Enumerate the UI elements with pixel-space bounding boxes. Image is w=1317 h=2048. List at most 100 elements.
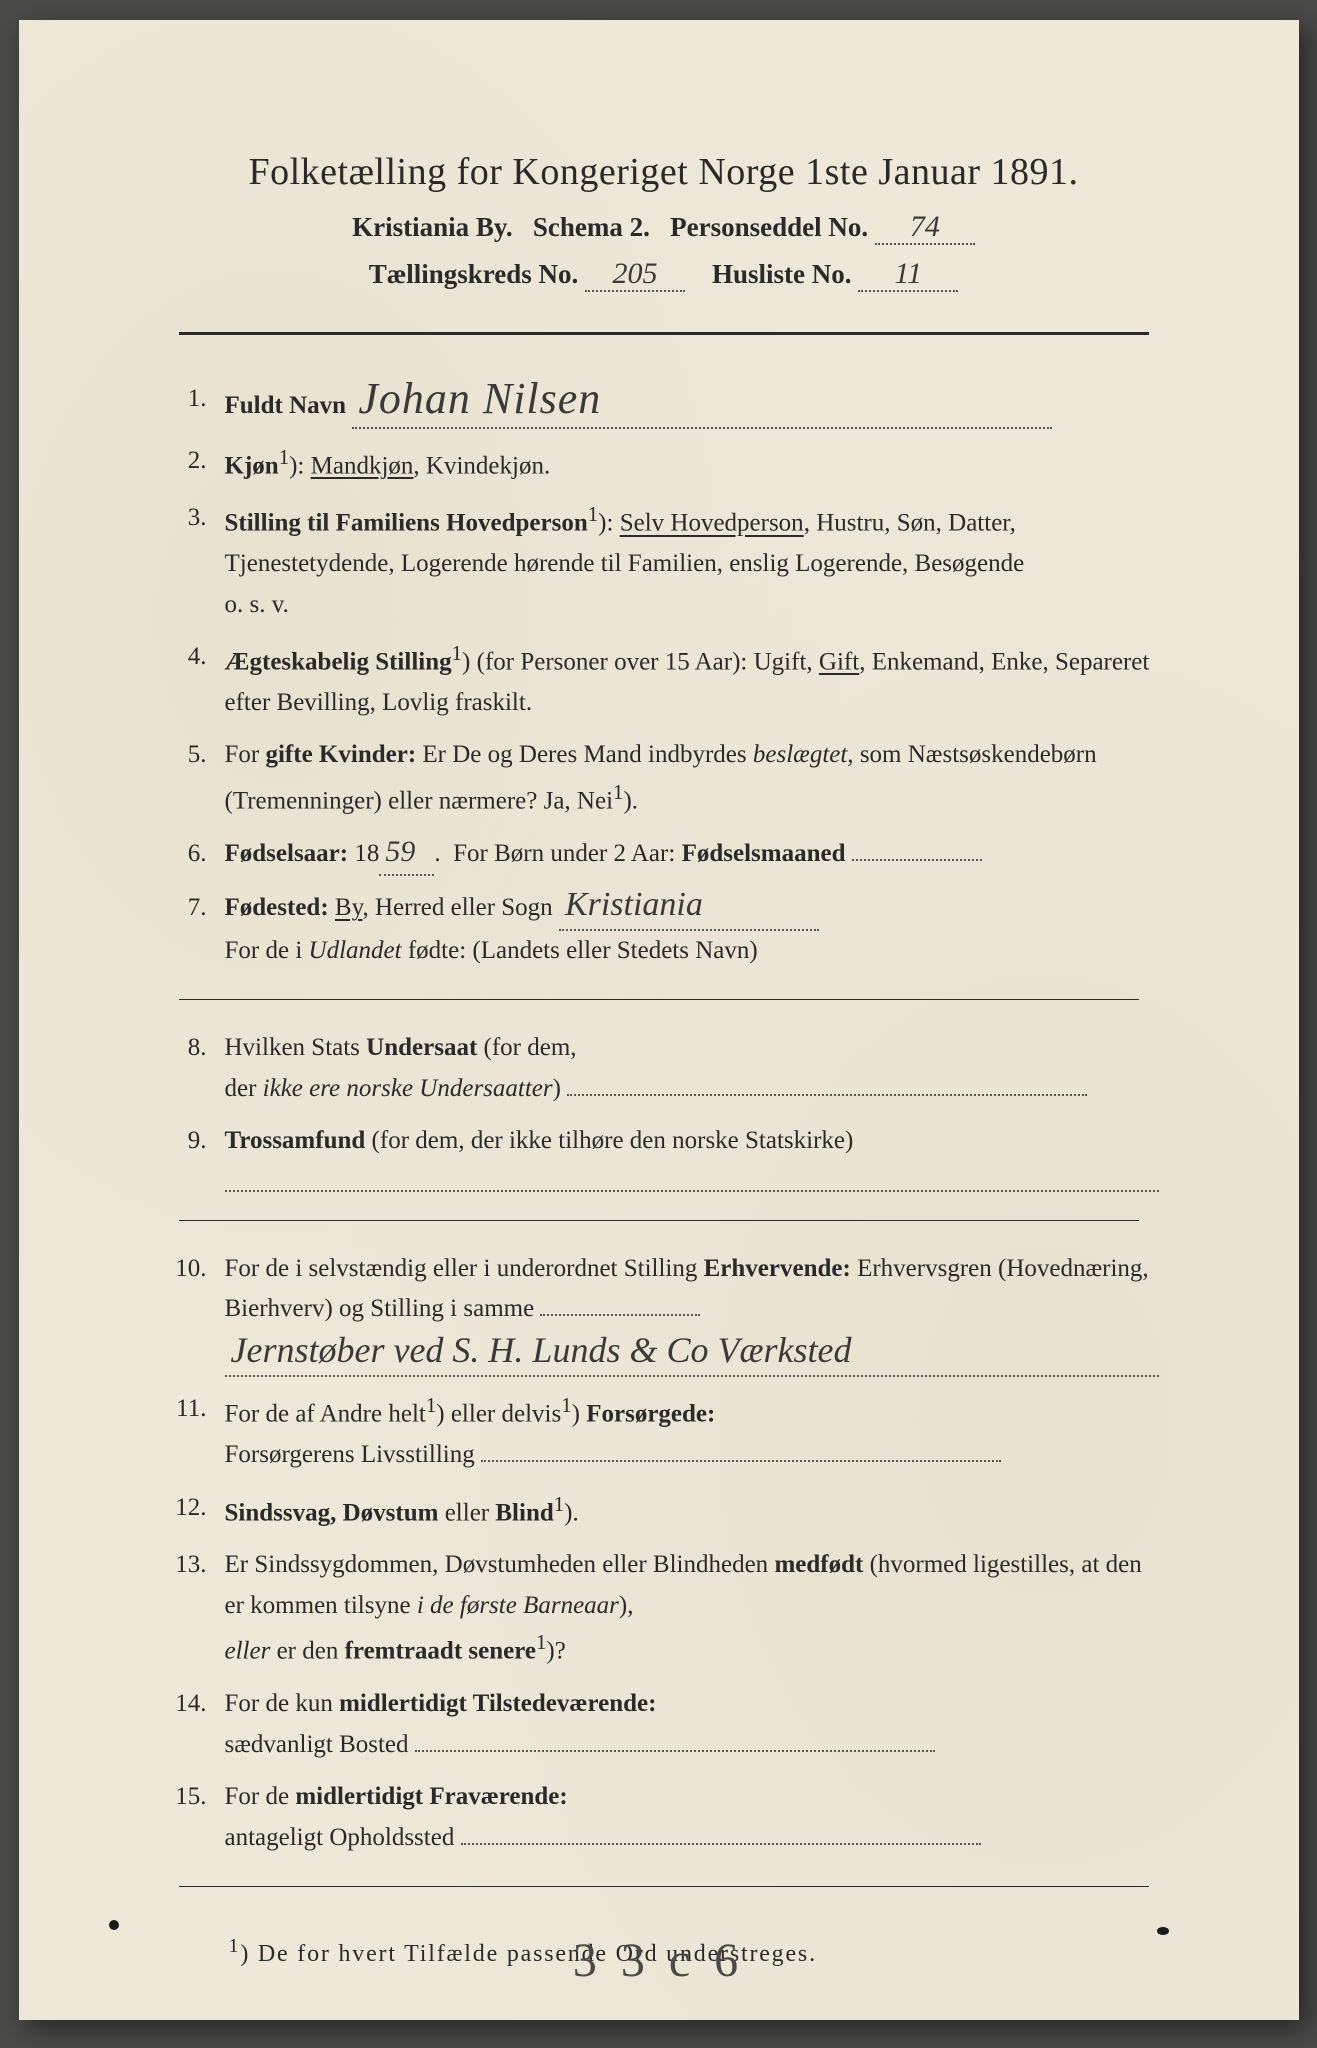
field-num: 4. — [159, 637, 225, 723]
year-prefix: 18 — [354, 840, 379, 867]
form-items: 1. Fuldt Navn Johan Nilsen 2. Kjøn1): Ma… — [159, 379, 1169, 1858]
for: For — [225, 741, 260, 768]
bold-erhvervende: Erhvervende: — [704, 1255, 851, 1282]
value-name: Johan Nilsen — [352, 379, 607, 419]
sup: 1 — [279, 445, 289, 469]
sup: 1 — [613, 780, 623, 804]
end: )? — [546, 1638, 565, 1665]
subtitle-line-1: Kristiania By. Schema 2. Personseddel No… — [159, 212, 1169, 245]
field-4-aegteskab: 4. Ægteskabelig Stilling1) (for Personer… — [159, 637, 1159, 723]
kreds-no: 205 — [607, 260, 664, 287]
field-8-undersaat: 8. Hvilken Stats Undersaat (for dem, der… — [159, 1028, 1159, 1109]
bold-undersaat: Undersaat — [366, 1034, 477, 1061]
line14-2: sædvanligt Bosted — [225, 1731, 409, 1758]
husliste-label: Husliste No. — [712, 259, 852, 289]
field-num: 12. — [159, 1488, 225, 1534]
field-num: 2. — [159, 441, 225, 487]
line8-2a: der — [225, 1075, 257, 1102]
sup: 1 — [561, 1393, 571, 1417]
line13a: Er Sindssygdommen, Døvstumheden eller Bl… — [225, 1551, 769, 1578]
field-2-kjon: 2. Kjøn1): Mandkjøn, Kvindekjøn. — [159, 441, 1159, 487]
main-title: Folketælling for Kongeriget Norge 1ste J… — [159, 150, 1169, 194]
label-fodselsmaaned: Fødselsmaaned — [682, 840, 846, 867]
value-erhverv: Jernstøber ved S. H. Lunds & Co Værksted — [225, 1334, 858, 1366]
eller: eller — [445, 1499, 489, 1526]
rule-bottom — [179, 1886, 1149, 1887]
end: ), — [619, 1592, 634, 1619]
label-aegteskab: Ægteskabelig Stilling — [225, 648, 452, 675]
text-under2: For Børn under 2 Aar: — [453, 840, 675, 867]
personseddel-label: Personseddel No. — [670, 212, 868, 242]
line14a: For de kun — [225, 1690, 333, 1717]
rule-mid-1 — [179, 999, 1139, 1000]
selected-hovedperson: Selv Hovedperson — [620, 510, 804, 537]
label-fodselsaar: Fødselsaar: — [225, 840, 349, 867]
line8a: Hvilken Stats — [225, 1034, 360, 1061]
blank-bosted — [415, 1750, 935, 1752]
field-15-fravaerende: 15. For de midlertidigt Fraværende: anta… — [159, 1777, 1159, 1858]
field-num: 11. — [159, 1389, 225, 1475]
city-label: Kristiania By. — [352, 212, 513, 242]
blank-forsorger — [481, 1460, 1001, 1462]
blank-trossamfund — [225, 1168, 1159, 1192]
field-num: 5. — [159, 735, 225, 821]
end: ). — [623, 787, 638, 814]
field-num: 13. — [159, 1545, 225, 1672]
label-fodested: Fødested: — [225, 894, 329, 921]
line15-2: antageligt Opholdssted — [225, 1824, 455, 1851]
husliste-no: 11 — [888, 260, 928, 287]
label-sindssvag: Sindssvag, Døvstum — [225, 1499, 439, 1526]
line10a: For de i selvstændig eller i underordnet… — [225, 1255, 698, 1282]
italic-ikke-norske: ikke ere norske Undersaatter — [263, 1075, 553, 1102]
line13-2: er den — [277, 1638, 339, 1665]
rule-mid-2 — [179, 1220, 1139, 1221]
line15a: For de — [225, 1783, 290, 1810]
sup: 1 — [452, 641, 462, 665]
personseddel-no: 74 — [904, 213, 946, 240]
field-num: 6. — [159, 834, 225, 877]
line11b: ) eller delvis — [436, 1401, 561, 1428]
field-12-sindssvag: 12. Sindssvag, Døvstum eller Blind1). — [159, 1488, 1159, 1534]
field-10-erhverv: 10. For de i selvstændig eller i underor… — [159, 1249, 1159, 1378]
field-6-fodselsaar: 6. Fødselsaar: 1859. For Børn under 2 Aa… — [159, 834, 1159, 877]
value-fodested: Kristiania — [559, 890, 709, 921]
blank-opholdssted — [461, 1843, 981, 1845]
kreds-label: Tællingskreds No. — [369, 259, 579, 289]
bold-forsorgede: Forsørgede: — [586, 1401, 715, 1428]
line8b: (for dem, — [484, 1034, 577, 1061]
selected-mandkjon: Mandkjøn — [311, 452, 414, 479]
field-num: 15. — [159, 1777, 225, 1858]
sup: 1 — [554, 1492, 564, 1516]
sup: 1 — [588, 502, 598, 526]
field-9-trossamfund: 9. Trossamfund (for dem, der ikke tilhør… — [159, 1121, 1159, 1192]
field-num: 3. — [159, 498, 225, 625]
field-num: 1. — [159, 379, 225, 429]
label-kjon: Kjøn — [225, 452, 279, 479]
census-form-page: Folketælling for Kongeriget Norge 1ste J… — [19, 20, 1299, 2020]
italic-barneaar: i de første Barneaar — [417, 1592, 619, 1619]
bold-fremtraadt: fremtraadt senere — [345, 1638, 536, 1665]
label-gifte-kvinder: gifte Kvinder: — [265, 741, 416, 768]
field-13-medfodt: 13. Er Sindssygdommen, Døvstumheden elle… — [159, 1545, 1159, 1672]
text5: Er De og Deres Mand indbyrdes — [422, 741, 746, 768]
end: ). — [564, 1499, 579, 1526]
blank-undersaat — [567, 1094, 1087, 1096]
rule-top — [179, 332, 1149, 335]
selected-by: By — [335, 894, 363, 921]
opts-before: Ugift, — [754, 648, 819, 675]
bold-blind: Blind — [495, 1499, 553, 1526]
field-1-name: 1. Fuldt Navn Johan Nilsen — [159, 379, 1159, 429]
bold-tilstede: midlertidigt Tilstedeværende: — [339, 1690, 656, 1717]
italic-udlandet: Udlandet — [309, 937, 402, 964]
label-stilling: Stilling til Familiens Hovedperson — [225, 510, 588, 537]
ink-speck — [1157, 1927, 1169, 1935]
label-trossamfund: Trossamfund — [225, 1127, 366, 1154]
field-num: 10. — [159, 1249, 225, 1378]
field-5-gifte-kvinder: 5. For gifte Kvinder: Er De og Deres Man… — [159, 735, 1159, 821]
rest-osv: o. s. v. — [225, 585, 1159, 626]
line11a: For de af Andre helt — [225, 1401, 426, 1428]
line11-2: Forsørgerens Livsstilling — [225, 1441, 475, 1468]
bottom-marking: 3 3 c 6 — [19, 1933, 1299, 1988]
blank-10a — [540, 1314, 700, 1316]
bold-medfodt: medfødt — [774, 1551, 863, 1578]
